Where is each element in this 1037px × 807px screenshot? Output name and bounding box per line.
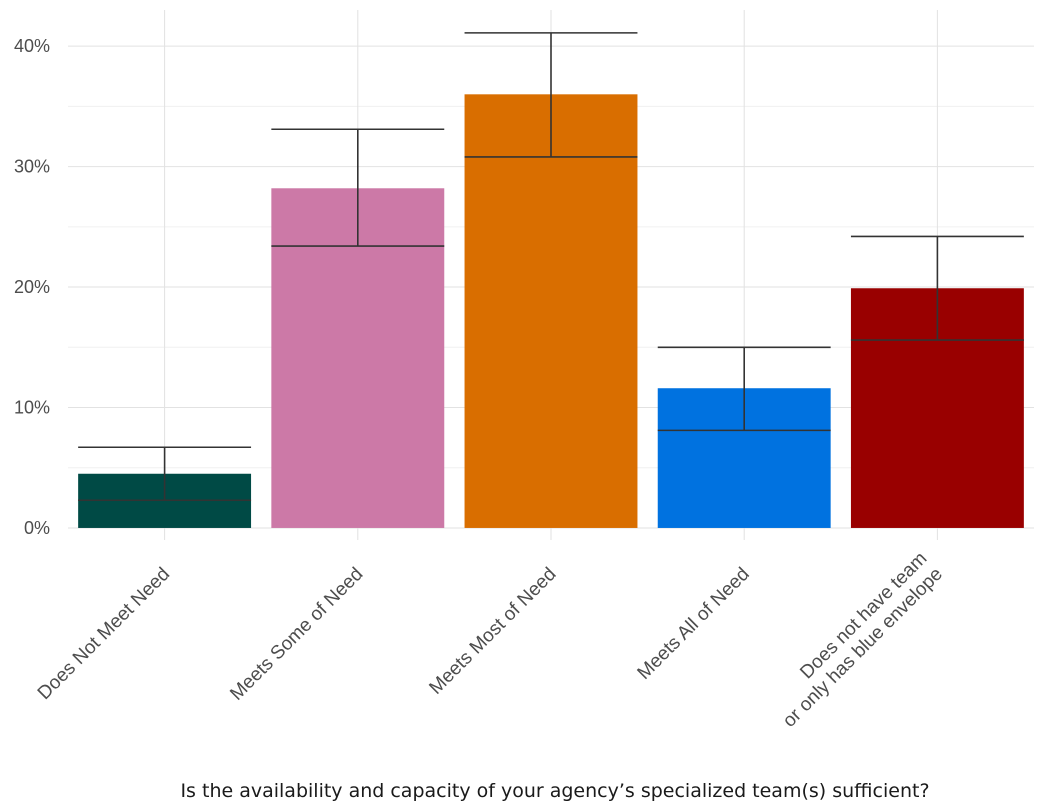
x-category-label: Meets Most of Need	[425, 564, 560, 699]
x-category-label: Meets All of Need	[634, 564, 754, 684]
y-tick-label: 20%	[14, 277, 50, 297]
x-axis-categories: Does Not Meet Need Meets Some of Need Meet…	[34, 548, 947, 732]
y-tick-label: 30%	[14, 157, 50, 177]
y-tick-label: 0%	[24, 518, 50, 538]
y-tick-label: 40%	[14, 36, 50, 56]
x-category-label: Does Not Meet Need	[34, 564, 174, 704]
x-axis-title: Is the availability and capacity of your…	[180, 780, 929, 802]
bars	[78, 94, 1024, 528]
x-category-label: Meets Some of Need	[226, 564, 367, 705]
x-category-label: Does not have teamor only has blue envel…	[763, 548, 947, 732]
error-bars	[78, 32, 1024, 502]
y-axis-ticks: 0% 10% 20% 30% 40%	[14, 36, 50, 538]
bar	[464, 94, 638, 528]
y-tick-label: 10%	[14, 398, 50, 418]
